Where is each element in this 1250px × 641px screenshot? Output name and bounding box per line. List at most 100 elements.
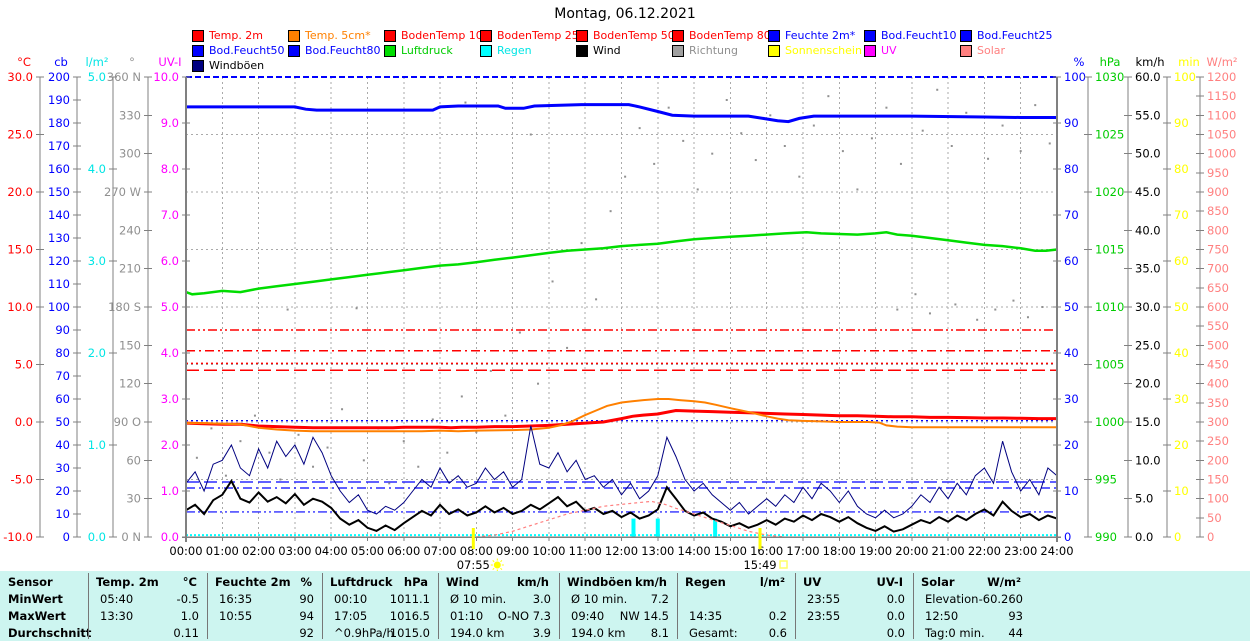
svg-text:180 S: 180 S	[108, 300, 141, 314]
x-label: 16:00	[750, 544, 783, 558]
svg-text:0: 0	[1174, 530, 1181, 544]
axis-unit-°C: °C	[17, 55, 31, 69]
x-label: 23:00	[1004, 544, 1037, 558]
svg-text:15.0: 15.0	[7, 243, 33, 257]
svg-text:70: 70	[55, 369, 70, 383]
stats-cell-value: 0.6	[768, 626, 787, 640]
stats-cell-time: 10:55	[219, 609, 253, 623]
svg-text:400: 400	[1207, 377, 1229, 391]
y-axis-l/m²: 0.0 1.0 2.0 3.0 4.0 5.0l/m²	[86, 55, 117, 544]
legend-label: Solar	[977, 44, 1006, 57]
stats-separator	[207, 573, 208, 639]
svg-text:900: 900	[1207, 185, 1229, 199]
y-axis-°: 0 N 30 60 90 O 120 150 180 S 210 240 270 W 300 330 3…	[104, 55, 152, 544]
legend-label: Temp. 2m	[209, 29, 264, 42]
svg-text:25.0: 25.0	[7, 128, 33, 142]
svg-text:20: 20	[55, 484, 70, 498]
stats-col-name: UV	[803, 575, 822, 589]
legend-item: BodenTemp 50	[576, 29, 675, 43]
svg-text:-10.0: -10.0	[3, 530, 33, 544]
svg-text:55.0: 55.0	[1135, 108, 1161, 122]
y-axis-km/h: 0.0 5.0 10.0 15.0 20.0 25.0 30.0 35.0 40.0 45.0 50…	[1124, 55, 1165, 544]
svg-text:20.0: 20.0	[7, 185, 33, 199]
svg-text:0: 0	[1064, 530, 1071, 544]
stats-separator	[438, 573, 439, 639]
sunset-icon	[779, 560, 788, 569]
legend-swatch-icon	[288, 45, 300, 57]
legend-label: BodenTemp 80	[689, 29, 771, 42]
legend-label: Wind	[593, 44, 621, 57]
series-richtung	[195, 88, 1051, 485]
stats-col-unit: km/h	[634, 575, 667, 589]
svg-text:15.0: 15.0	[1135, 415, 1161, 429]
stats-cell-time: 194.0 km	[450, 626, 505, 640]
stats-cell-value: 1011.1	[389, 592, 430, 606]
svg-text:70: 70	[1174, 208, 1189, 222]
stats-cell-value: -60.260	[978, 592, 1023, 606]
svg-text:500: 500	[1207, 338, 1229, 352]
x-axis: 00:00 01:00 02:00 03:00 04:00 05:00 06:00 07:00…	[169, 537, 1074, 558]
svg-text:0.0: 0.0	[1135, 530, 1153, 544]
legend-item: Bod.Feucht25	[960, 29, 1053, 43]
stats-col-unit: km/h	[516, 575, 549, 589]
svg-text:995: 995	[1095, 473, 1117, 487]
svg-text:0.0: 0.0	[15, 415, 33, 429]
stats-cell-time: 12:50	[925, 609, 959, 623]
svg-text:80: 80	[1064, 162, 1079, 176]
svg-text:1030: 1030	[1095, 70, 1124, 84]
svg-text:-5.0: -5.0	[11, 473, 33, 487]
stats-cell-value: 7.2	[650, 592, 669, 606]
svg-text:40: 40	[1174, 346, 1189, 360]
svg-text:700: 700	[1207, 262, 1229, 276]
legend-label: Regen	[497, 44, 532, 57]
legend-label: Richtung	[689, 44, 738, 57]
svg-text:70: 70	[1064, 208, 1079, 222]
svg-text:4.0: 4.0	[88, 162, 106, 176]
stats-cell-value: 0.0	[886, 626, 905, 640]
svg-text:07:55: 07:55	[457, 558, 490, 571]
svg-text:1.0: 1.0	[161, 484, 179, 498]
svg-text:0.0: 0.0	[88, 530, 106, 544]
svg-text:170: 170	[48, 139, 70, 153]
svg-text:1025: 1025	[1095, 128, 1124, 142]
stats-cell-time: 16:35	[219, 592, 253, 606]
legend-swatch-icon	[576, 45, 588, 57]
svg-text:60: 60	[55, 392, 70, 406]
series-Solar	[476, 500, 785, 538]
svg-text:0.0: 0.0	[161, 530, 179, 544]
svg-text:600: 600	[1207, 300, 1229, 314]
svg-text:10.0: 10.0	[1135, 453, 1161, 467]
legend-swatch-icon	[864, 45, 876, 57]
stats-col-name: Luftdruck	[330, 575, 393, 589]
legend-item: Bod.Feucht50	[192, 44, 285, 58]
legend-label: BodenTemp 10	[401, 29, 483, 42]
svg-text:10.0: 10.0	[153, 70, 179, 84]
x-label: 09:00	[496, 544, 529, 558]
svg-text:150: 150	[119, 338, 141, 352]
stats-cell-time: 14:35	[689, 609, 723, 623]
svg-text:990: 990	[1095, 530, 1117, 544]
svg-text:30.0: 30.0	[7, 70, 33, 84]
svg-text:850: 850	[1207, 204, 1229, 218]
svg-text:1200: 1200	[1207, 70, 1236, 84]
stats-cell-value: O-NO 7.3	[497, 609, 551, 623]
svg-text:1010: 1010	[1095, 300, 1124, 314]
svg-text:1015: 1015	[1095, 243, 1124, 257]
stats-cell-value: 0.0	[886, 592, 905, 606]
x-label: 11:00	[569, 544, 602, 558]
series-Windböen	[185, 425, 1058, 519]
x-label: 04:00	[315, 544, 348, 558]
stats-col-unit: W/m²	[987, 575, 1021, 589]
stats-table: Sensor MinWert MaxWert Durchschnitt Temp. 2m…	[0, 571, 1250, 641]
series-Temp. 2m	[185, 408, 1057, 430]
stats-cell-value: 92	[299, 626, 314, 640]
svg-text:190: 190	[48, 93, 70, 107]
legend-swatch-icon	[672, 30, 684, 42]
legend-swatch-icon	[192, 30, 204, 42]
svg-text:80: 80	[55, 346, 70, 360]
legend-row-3: Windböen	[0, 59, 1250, 73]
svg-text:5.0: 5.0	[1135, 492, 1153, 506]
svg-text:10: 10	[55, 507, 70, 521]
legend-swatch-icon	[288, 30, 300, 42]
